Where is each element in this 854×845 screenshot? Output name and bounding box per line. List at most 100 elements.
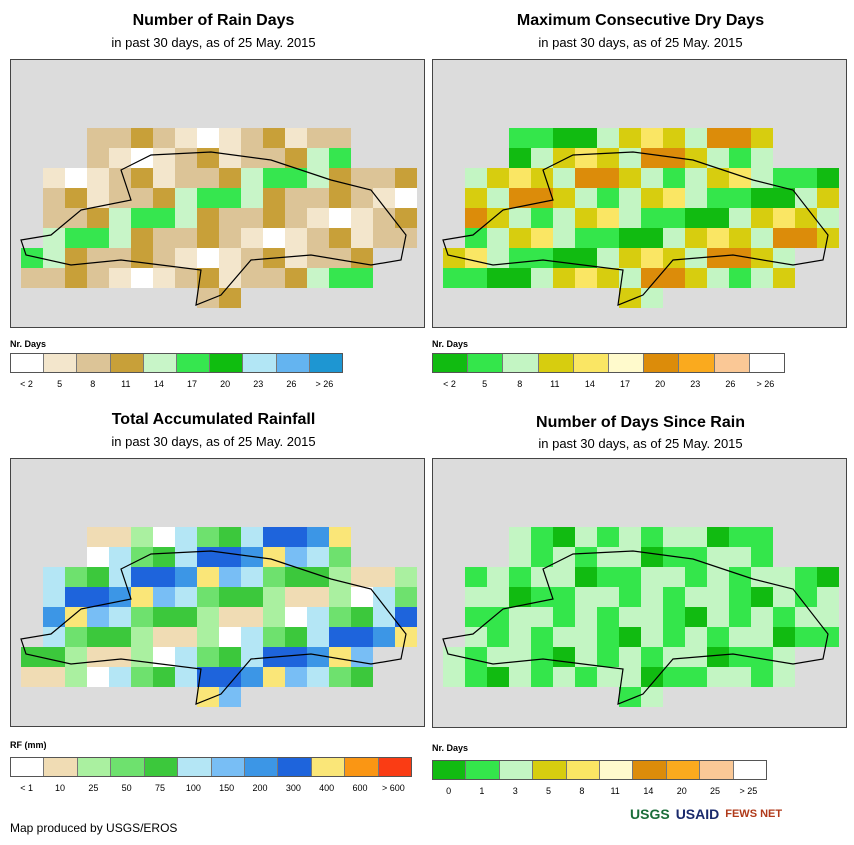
map-cell <box>663 228 685 248</box>
coastline-outline <box>20 151 407 306</box>
map-cell <box>219 128 241 148</box>
map-cell <box>729 587 751 607</box>
legend-bar <box>10 353 343 373</box>
map-cell <box>773 627 795 647</box>
map-cell <box>285 667 307 687</box>
map-cell <box>553 188 575 208</box>
legend-swatch <box>143 354 178 372</box>
map-cell <box>65 268 87 288</box>
legend-swatch <box>144 758 179 776</box>
map-cell <box>641 547 663 567</box>
map-cell <box>729 547 751 567</box>
map-cell <box>219 288 241 308</box>
map-cell <box>531 248 553 268</box>
map-cell <box>219 148 241 168</box>
map-cell <box>729 527 751 547</box>
map-cell <box>307 128 329 148</box>
map-cell <box>487 228 509 248</box>
map-cell <box>395 188 417 208</box>
map-cell <box>307 248 329 268</box>
map-cell <box>219 228 241 248</box>
map-cell <box>795 168 817 188</box>
map-cell <box>729 148 751 168</box>
map-cell <box>465 188 487 208</box>
map-cell <box>197 148 219 168</box>
map-cell <box>751 607 773 627</box>
map-cell <box>641 288 663 308</box>
map-cell <box>153 567 175 587</box>
map-cell <box>219 667 241 687</box>
map-cell <box>707 128 729 148</box>
map-cell <box>685 208 707 228</box>
map-cell <box>641 148 663 168</box>
map-cell <box>641 228 663 248</box>
map-cell <box>263 148 285 168</box>
legend-swatch <box>644 354 680 372</box>
map-cell <box>707 547 729 567</box>
map-cell <box>531 168 553 188</box>
legend-swatch <box>700 761 734 779</box>
legend-swatch <box>499 761 534 779</box>
legend-label: > 26 <box>756 379 775 389</box>
map-cell <box>109 148 131 168</box>
legend-swatch <box>77 354 111 372</box>
map-cell <box>619 268 641 288</box>
map-cell <box>575 607 597 627</box>
map-cell <box>21 268 43 288</box>
map-cell <box>263 607 285 627</box>
map-cell <box>219 647 241 667</box>
map-cell <box>795 607 817 627</box>
map-cell <box>641 248 663 268</box>
map-cell <box>531 547 553 567</box>
map-cell <box>175 208 197 228</box>
map-cell <box>131 527 153 547</box>
map-cell <box>773 667 795 687</box>
legend-swatch <box>749 354 785 372</box>
map-cell <box>465 228 487 248</box>
map-cell <box>597 248 619 268</box>
map-cell <box>751 128 773 148</box>
map-cell <box>65 168 87 188</box>
map-cell <box>465 248 487 268</box>
map-cell <box>109 607 131 627</box>
map-cell <box>597 627 619 647</box>
map-cell <box>509 268 531 288</box>
map-cell <box>575 208 597 228</box>
legend-label: 75 <box>154 783 165 793</box>
map-cell <box>241 268 263 288</box>
map-cell <box>285 527 307 547</box>
map-cell <box>329 208 351 228</box>
map-cell <box>465 168 487 188</box>
map-cell <box>509 587 531 607</box>
map-cell <box>153 208 175 228</box>
map-cell <box>307 148 329 168</box>
panel-title: Total Accumulated Rainfall <box>111 411 316 428</box>
map-cell <box>219 627 241 647</box>
map-cell <box>219 268 241 288</box>
map-cell <box>131 228 153 248</box>
legend-swatch <box>110 354 144 372</box>
map-cell <box>351 627 373 647</box>
map-cell <box>395 607 417 627</box>
map-cell <box>153 248 175 268</box>
map-cell <box>729 208 751 228</box>
map-cell <box>263 567 285 587</box>
map-cell <box>87 647 109 667</box>
map-cell <box>197 667 219 687</box>
map-cell <box>21 248 43 268</box>
legend-title: Nr. Days <box>432 743 469 753</box>
map-cell <box>597 667 619 687</box>
map-cell <box>197 208 219 228</box>
map-cell <box>307 168 329 188</box>
map-cell <box>329 268 351 288</box>
usaid-logo: USAID <box>675 806 720 822</box>
map-cell <box>531 667 553 687</box>
map-cell <box>707 667 729 687</box>
map-cell <box>553 527 575 547</box>
map-cell <box>285 547 307 567</box>
legend-swatch <box>666 761 701 779</box>
map-cell <box>285 148 307 168</box>
map-cell <box>575 527 597 547</box>
map-cell <box>575 148 597 168</box>
map-cell <box>707 567 729 587</box>
